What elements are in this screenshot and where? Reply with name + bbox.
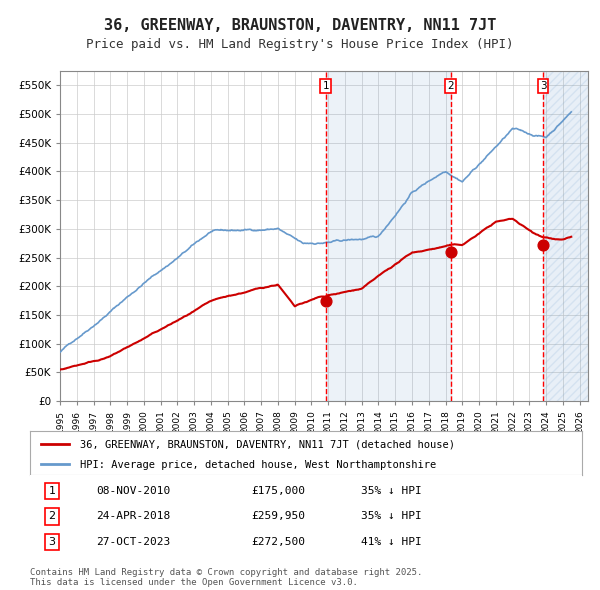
Text: 3: 3 [49, 537, 56, 547]
Point [321, 296, 331, 306]
Text: 1: 1 [49, 486, 56, 496]
Text: 2: 2 [49, 512, 56, 522]
Point [538, 240, 548, 250]
Text: 24-APR-2018: 24-APR-2018 [96, 512, 170, 522]
Bar [326, 71, 451, 401]
Text: 3: 3 [540, 81, 547, 91]
Text: £272,500: £272,500 [251, 537, 305, 547]
Text: 35% ↓ HPI: 35% ↓ HPI [361, 512, 422, 522]
Text: 36, GREENWAY, BRAUNSTON, DAVENTRY, NN11 7JT: 36, GREENWAY, BRAUNSTON, DAVENTRY, NN11 … [104, 18, 496, 32]
Text: £175,000: £175,000 [251, 486, 305, 496]
Text: HPI: Average price, detached house, West Northamptonshire: HPI: Average price, detached house, West… [80, 460, 436, 470]
Text: 1: 1 [323, 81, 329, 91]
Text: 41% ↓ HPI: 41% ↓ HPI [361, 537, 422, 547]
Text: 08-NOV-2010: 08-NOV-2010 [96, 486, 170, 496]
Text: Contains HM Land Registry data © Crown copyright and database right 2025.
This d: Contains HM Land Registry data © Crown c… [30, 568, 422, 587]
Text: 36, GREENWAY, BRAUNSTON, DAVENTRY, NN11 7JT (detached house): 36, GREENWAY, BRAUNSTON, DAVENTRY, NN11 … [80, 440, 455, 450]
Text: 27-OCT-2023: 27-OCT-2023 [96, 537, 170, 547]
Text: 35% ↓ HPI: 35% ↓ HPI [361, 486, 422, 496]
Text: 2: 2 [448, 81, 454, 91]
Point [446, 247, 455, 257]
Text: £259,950: £259,950 [251, 512, 305, 522]
Bar [543, 71, 588, 401]
Text: Price paid vs. HM Land Registry's House Price Index (HPI): Price paid vs. HM Land Registry's House … [86, 38, 514, 51]
